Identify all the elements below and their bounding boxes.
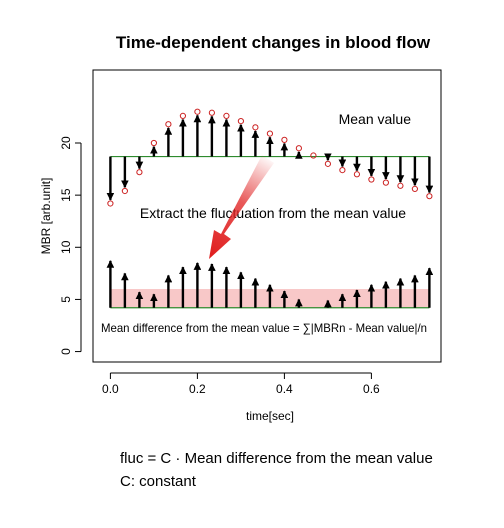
x-axis-label: time[sec] — [246, 409, 294, 423]
formula-line-1: fluc = C · Mean difference from the mean… — [120, 450, 433, 467]
data-point — [179, 112, 187, 119]
data-point — [324, 160, 331, 167]
y-tick-label: 5 — [59, 296, 73, 303]
data-point — [136, 169, 143, 176]
data-point — [165, 121, 172, 128]
x-tick-label: 0.2 — [189, 382, 206, 396]
data-point — [353, 171, 361, 178]
data-point — [208, 109, 215, 116]
data-point — [266, 130, 274, 137]
data-point — [411, 185, 418, 192]
data-point — [281, 136, 288, 143]
mean-value-label: Mean value — [339, 111, 412, 127]
data-point — [426, 193, 433, 200]
data-point — [107, 200, 114, 207]
annotation-mean-difference: Mean difference from the mean value = ∑|… — [101, 321, 427, 335]
data-point — [382, 179, 389, 186]
x-tick-label: 0.4 — [276, 382, 293, 396]
data-point — [150, 139, 157, 147]
chart-title: Time-dependent changes in blood flow — [116, 33, 431, 52]
y-axis-label: MBR [arb.unit] — [39, 178, 53, 255]
data-point — [295, 145, 302, 152]
data-point — [223, 112, 230, 119]
data-point — [368, 176, 375, 183]
big-red-arrow — [209, 155, 274, 259]
y-tick-label: 0 — [59, 348, 73, 355]
y-tick-label: 10 — [59, 240, 73, 254]
data-point — [252, 124, 259, 131]
data-point — [397, 182, 404, 189]
data-point — [339, 167, 346, 174]
plot-frame — [92, 69, 442, 363]
annotation-extract: Extract the fluctuation from the mean va… — [140, 205, 406, 221]
data-point — [310, 152, 317, 159]
x-tick-label: 0.6 — [363, 382, 380, 396]
formula-line-2: C: constant — [120, 473, 196, 490]
data-point — [121, 187, 128, 195]
y-tick-label: 20 — [59, 136, 73, 150]
y-tick-label: 15 — [59, 188, 73, 202]
data-point — [237, 118, 244, 125]
x-tick-label: 0.0 — [102, 382, 119, 396]
data-point — [194, 108, 201, 115]
